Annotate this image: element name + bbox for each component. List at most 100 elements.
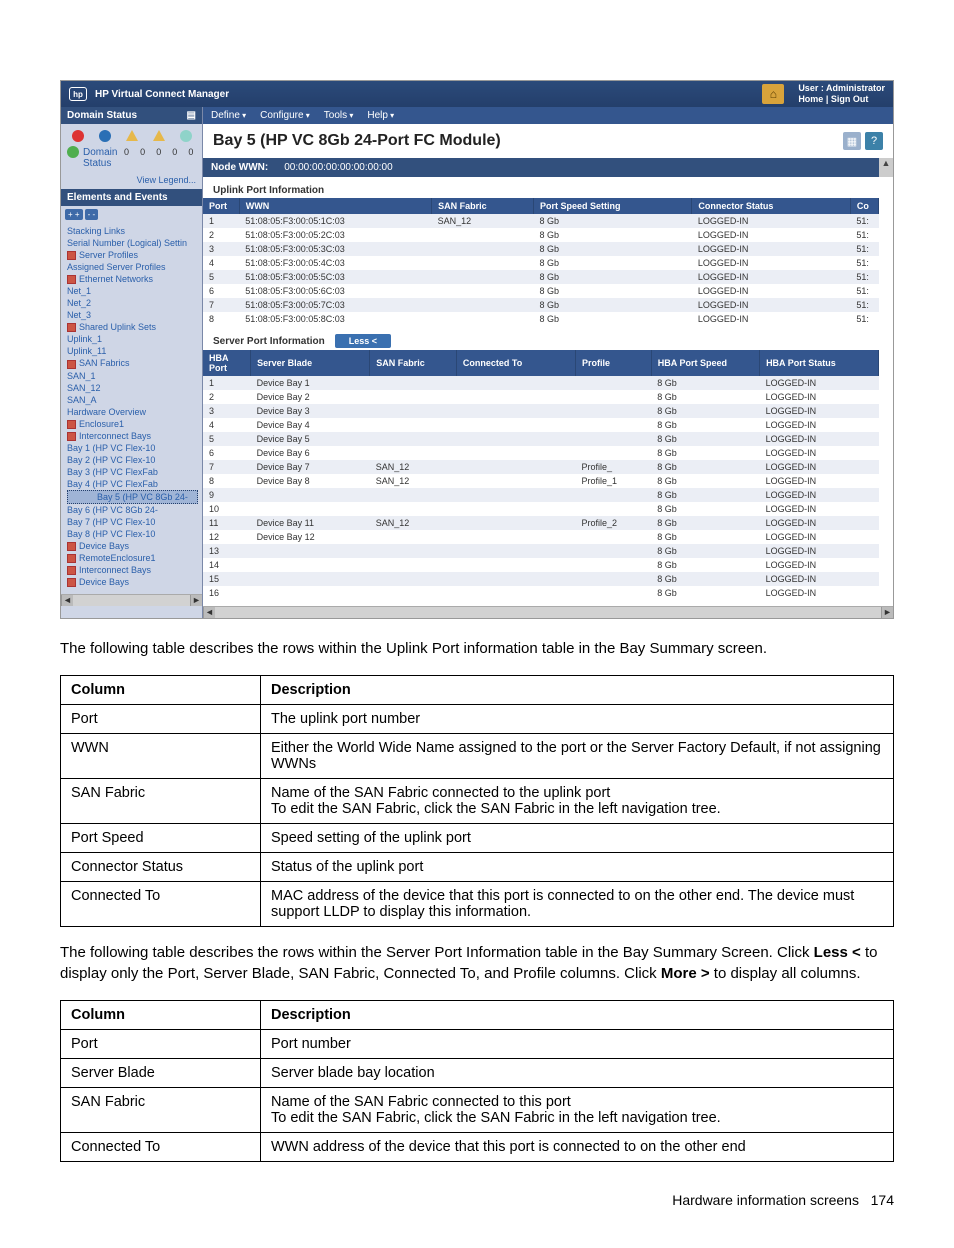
print-icon[interactable]: ▦ [843, 132, 861, 150]
tree-item[interactable]: Bay 3 (HP VC FlexFab [67, 466, 198, 478]
folder-icon [67, 542, 76, 551]
table-row[interactable]: 1Device Bay 18 GbLOGGED-IN [203, 376, 879, 390]
para-1: The following table describes the rows w… [60, 639, 894, 659]
col-header[interactable]: HBA Port Speed [651, 350, 759, 376]
node-wwn-value: 00:00:00:00:00:00:00:00 [276, 158, 400, 177]
table-row[interactable]: 6Device Bay 68 GbLOGGED-IN [203, 446, 879, 460]
main-panel: Define Configure Tools Help Bay 5 (HP VC… [203, 107, 893, 618]
status-counts: 0 0 0 0 0 [121, 147, 196, 157]
tree-item[interactable]: Bay 8 (HP VC Flex-10 [67, 528, 198, 540]
uplink-port-table: PortWWNSAN FabricPort Speed SettingConne… [203, 198, 879, 326]
app-title: HP Virtual Connect Manager [95, 89, 229, 100]
doc-col-header: Column [61, 1000, 261, 1029]
tree-item[interactable]: Interconnect Bays [67, 564, 198, 576]
table-row[interactable]: 851:08:05:F3:00:05:8C:038 GbLOGGED-IN51: [203, 312, 879, 326]
table-row[interactable]: 158 GbLOGGED-IN [203, 572, 879, 586]
tree-item[interactable]: Ethernet Networks [67, 273, 198, 285]
col-header[interactable]: Co [850, 198, 878, 214]
tree-item[interactable]: SAN Fabrics [67, 357, 198, 369]
view-legend-link[interactable]: View Legend... [61, 173, 202, 189]
tree-item[interactable]: Interconnect Bays [67, 430, 198, 442]
signout-link[interactable]: Sign Out [831, 94, 869, 104]
table-row[interactable]: 168 GbLOGGED-IN [203, 586, 879, 600]
menu-tools[interactable]: Tools [324, 110, 354, 121]
expand-all-icon[interactable]: + + [65, 209, 83, 220]
main-h-scrollbar[interactable]: ◄► [203, 606, 893, 618]
table-row[interactable]: 138 GbLOGGED-IN [203, 544, 879, 558]
app-titlebar: hp HP Virtual Connect Manager ⌂ User : A… [61, 81, 893, 107]
tree-item[interactable]: Server Profiles [67, 249, 198, 261]
tree-item[interactable]: SAN_12 [67, 382, 198, 394]
table-row[interactable]: 651:08:05:F3:00:05:6C:038 GbLOGGED-IN51: [203, 284, 879, 298]
h-scrollbar[interactable]: ◄► [61, 594, 202, 606]
tree-item[interactable]: Bay 7 (HP VC Flex-10 [67, 516, 198, 528]
col-header[interactable]: Connected To [456, 350, 575, 376]
tree-item[interactable]: Net_3 [67, 309, 198, 321]
serverport-desc-table: ColumnDescriptionPortPort numberServer B… [60, 1000, 894, 1162]
uplink-desc-table: ColumnDescriptionPortThe uplink port num… [60, 675, 894, 927]
col-header[interactable]: Profile [575, 350, 651, 376]
tree-item[interactable]: SAN_A [67, 394, 198, 406]
tree-item[interactable]: Bay 4 (HP VC FlexFab [67, 478, 198, 490]
table-row[interactable]: 7Device Bay 7SAN_12Profile_8 GbLOGGED-IN [203, 460, 879, 474]
col-header[interactable]: WWN [239, 198, 431, 214]
table-row[interactable]: 451:08:05:F3:00:05:4C:038 GbLOGGED-IN51: [203, 256, 879, 270]
table-row[interactable]: 8Device Bay 8SAN_12Profile_18 GbLOGGED-I… [203, 474, 879, 488]
serverport-section-title: Server Port Information [203, 328, 325, 349]
scroll-up-icon[interactable]: ▲ [879, 158, 893, 177]
table-row[interactable]: 11Device Bay 11SAN_12Profile_28 GbLOGGED… [203, 516, 879, 530]
less-button[interactable]: Less < [335, 334, 391, 348]
collapse-all-icon[interactable]: - - [85, 209, 99, 220]
col-header[interactable]: SAN Fabric [432, 198, 534, 214]
table-row[interactable]: 151:08:05:F3:00:05:1C:03SAN_128 GbLOGGED… [203, 214, 879, 228]
col-header[interactable]: Connector Status [692, 198, 850, 214]
tree-item[interactable]: Net_1 [67, 285, 198, 297]
table-row[interactable]: 5Device Bay 58 GbLOGGED-IN [203, 432, 879, 446]
menu-configure[interactable]: Configure [260, 110, 310, 121]
home-link[interactable]: Home [798, 94, 823, 104]
table-row[interactable]: 98 GbLOGGED-IN [203, 488, 879, 502]
table-row[interactable]: 551:08:05:F3:00:05:5C:038 GbLOGGED-IN51: [203, 270, 879, 284]
tree-item[interactable]: Stacking Links [67, 225, 198, 237]
home-icon[interactable]: ⌂ [762, 84, 784, 104]
tree-item[interactable]: Bay 1 (HP VC Flex-10 [67, 442, 198, 454]
tree-item[interactable]: Uplink_11 [67, 345, 198, 357]
tree-item[interactable]: Device Bays [67, 540, 198, 552]
table-row[interactable]: 12Device Bay 128 GbLOGGED-IN [203, 530, 879, 544]
table-row[interactable]: 148 GbLOGGED-IN [203, 558, 879, 572]
doc-row: Port SpeedSpeed setting of the uplink po… [61, 824, 894, 853]
col-header[interactable]: HBA Port Status [760, 350, 879, 376]
menu-define[interactable]: Define [211, 110, 246, 121]
tree-item[interactable]: Bay 2 (HP VC Flex-10 [67, 454, 198, 466]
col-header[interactable]: Port [203, 198, 239, 214]
table-row[interactable]: 2Device Bay 28 GbLOGGED-IN [203, 390, 879, 404]
doc-col-header: Description [261, 676, 894, 705]
folder-icon [67, 360, 76, 369]
tree-item[interactable]: SAN_1 [67, 370, 198, 382]
col-header[interactable]: Server Blade [251, 350, 370, 376]
table-row[interactable]: 108 GbLOGGED-IN [203, 502, 879, 516]
table-row[interactable]: 351:08:05:F3:00:05:3C:038 GbLOGGED-IN51: [203, 242, 879, 256]
tree-item[interactable]: Enclosure1 [67, 418, 198, 430]
table-row[interactable]: 3Device Bay 38 GbLOGGED-IN [203, 404, 879, 418]
col-header[interactable]: Port Speed Setting [533, 198, 691, 214]
elements-header: Elements and Events [61, 189, 202, 206]
col-header[interactable]: SAN Fabric [370, 350, 457, 376]
tree-item[interactable]: Device Bays [67, 576, 198, 588]
tree-item[interactable]: Bay 6 (HP VC 8Gb 24- [67, 504, 198, 516]
tree-item[interactable]: Net_2 [67, 297, 198, 309]
menu-help[interactable]: Help [367, 110, 394, 121]
collapse-icon[interactable]: ▤ [187, 110, 196, 121]
tree-item[interactable]: Hardware Overview [67, 406, 198, 418]
table-row[interactable]: 751:08:05:F3:00:05:7C:038 GbLOGGED-IN51: [203, 298, 879, 312]
tree-item[interactable]: Uplink_1 [67, 333, 198, 345]
tree-item[interactable]: Shared Uplink Sets [67, 321, 198, 333]
col-header[interactable]: HBA Port [203, 350, 251, 376]
tree-item[interactable]: Assigned Server Profiles [67, 261, 198, 273]
tree-item[interactable]: Bay 5 (HP VC 8Gb 24- [67, 490, 198, 504]
help-icon[interactable]: ? [865, 132, 883, 150]
tree-item[interactable]: RemoteEnclosure1 [67, 552, 198, 564]
table-row[interactable]: 251:08:05:F3:00:05:2C:038 GbLOGGED-IN51: [203, 228, 879, 242]
tree-item[interactable]: Serial Number (Logical) Settin [67, 237, 198, 249]
table-row[interactable]: 4Device Bay 48 GbLOGGED-IN [203, 418, 879, 432]
